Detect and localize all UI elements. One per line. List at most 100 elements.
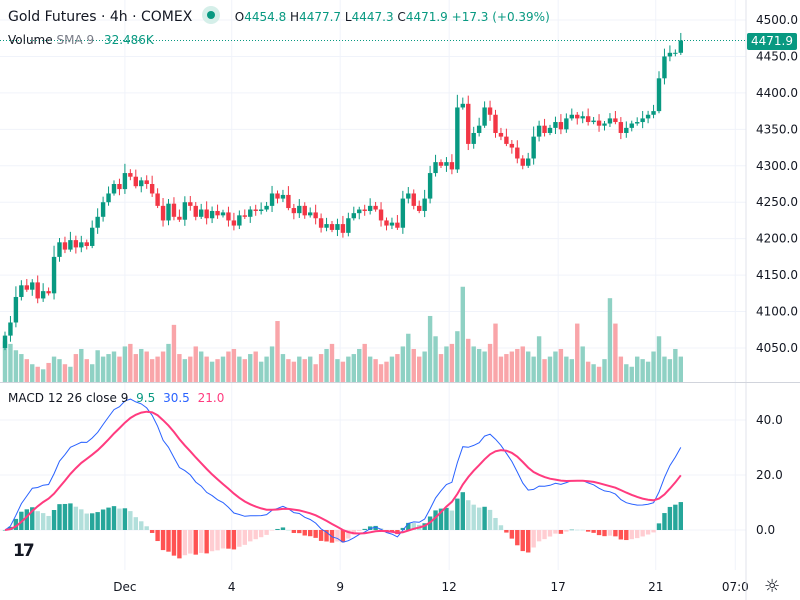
macd-histogram-bar	[13, 518, 19, 530]
macd-tick-label: 40.0	[756, 413, 783, 427]
candle-body	[133, 176, 138, 187]
volume-bar	[19, 354, 24, 382]
volume-bar	[460, 286, 465, 382]
macd-histogram-bar	[406, 522, 411, 530]
macd-histogram-bar	[280, 527, 286, 530]
macd-histogram-bar	[536, 530, 542, 542]
macd-histogram-bar	[144, 526, 149, 530]
volume-bar	[640, 359, 645, 382]
candle-body	[308, 212, 313, 216]
macd-histogram-bar	[411, 523, 416, 530]
candle-body	[504, 136, 509, 144]
volume-bar	[13, 350, 19, 382]
change-value: +17.3 (+0.39%)	[451, 10, 550, 24]
volume-bar	[624, 364, 629, 382]
volume-bar	[237, 356, 242, 382]
settings-gear-icon[interactable]: ☼	[764, 576, 781, 597]
candle-body	[635, 122, 640, 124]
price-tick-label: 4200.0	[756, 232, 798, 246]
candle-body	[542, 125, 547, 133]
macd-histogram-bar	[231, 530, 237, 550]
ohlc-values: O4454.8 H4477.7 L4447.3 C4471.9 +17.3 (+…	[235, 10, 550, 24]
candle-body	[449, 162, 455, 170]
macd-histogram-bar	[269, 530, 275, 531]
volume-value: 32.486K	[103, 33, 154, 47]
volume-bar	[302, 359, 307, 382]
volume-bar	[248, 354, 253, 382]
volume-bar	[504, 354, 509, 382]
tradingview-logo[interactable]: 17	[13, 541, 35, 561]
price-tick-label: 4450.0	[756, 49, 798, 63]
candle-body	[275, 193, 280, 199]
candle-body	[651, 111, 656, 115]
volume-bar	[591, 364, 596, 382]
time-tick-label: 17	[551, 580, 566, 594]
last-price-label: 4471.9	[747, 33, 797, 50]
candle-body	[226, 212, 231, 221]
macd-histogram-bar	[596, 530, 602, 536]
volume-bar	[585, 361, 591, 382]
candle-body	[139, 180, 144, 187]
volume-bar	[417, 356, 422, 382]
volume-bar	[651, 351, 656, 382]
price-tick-label: 4250.0	[756, 195, 798, 209]
volume-bar	[400, 346, 406, 382]
volume-bar	[384, 361, 389, 382]
volume-bar	[308, 356, 313, 382]
volume-legend[interactable]: Volume SMA 9 32.486K	[8, 33, 154, 47]
symbol-legend: Gold Futures · 4h · COMEX O4454.8 H4477.…	[8, 6, 550, 26]
macd-histogram-bar	[237, 530, 242, 547]
volume-bar	[455, 331, 460, 382]
candle-body	[62, 242, 68, 250]
close-value: 4471.9	[405, 10, 448, 24]
volume-bar	[324, 348, 329, 382]
macd-histogram-bar	[166, 530, 171, 552]
macd-histogram-bar	[624, 530, 629, 541]
macd-histogram-bar	[226, 530, 231, 549]
macd-histogram-bar	[62, 503, 68, 530]
candle-body	[8, 322, 13, 336]
volume-bar	[351, 354, 356, 382]
macd-histogram-bar	[90, 513, 95, 530]
high-label: H	[290, 10, 300, 24]
candle-body	[411, 193, 416, 206]
macd-legend[interactable]: MACD 12 26 close 9 9.5 30.5 21.0	[8, 391, 224, 405]
volume-bar	[547, 356, 553, 382]
macd-histogram-bar	[24, 509, 29, 530]
macd-label: MACD	[8, 391, 44, 405]
volume-bar	[498, 356, 504, 382]
candle-body	[406, 193, 411, 199]
candle-body	[237, 215, 242, 226]
macd-histogram-bar	[193, 530, 198, 555]
candle-body	[144, 180, 149, 184]
candle-body	[90, 227, 95, 246]
volume-bar	[411, 348, 416, 382]
macd-histogram-bar	[30, 507, 35, 530]
macd-histogram-bar	[258, 530, 264, 538]
candle-body	[51, 256, 57, 294]
candle-body	[220, 212, 226, 216]
candle-body	[384, 220, 389, 226]
close-label: C	[397, 10, 406, 24]
candle-body	[193, 205, 198, 217]
macd-histogram-bar	[308, 530, 313, 537]
macd-histogram-bar	[242, 530, 247, 545]
macd-histogram-bar	[547, 530, 553, 537]
symbol-title[interactable]: Gold Futures · 4h · COMEX	[8, 9, 193, 25]
macd-histogram-bar	[575, 529, 580, 531]
candle-body	[84, 242, 89, 246]
volume-bar	[487, 343, 493, 382]
candle-body	[19, 285, 24, 297]
volume-bar	[362, 343, 367, 382]
candle-body	[656, 78, 662, 112]
volume-bar	[476, 348, 482, 382]
candle-body	[313, 212, 318, 219]
macd-histogram-bar	[160, 530, 166, 551]
candle-body	[531, 136, 536, 159]
volume-bar	[100, 356, 106, 382]
candle-body	[340, 224, 346, 233]
volume-bar	[618, 356, 624, 382]
macd-histogram-bar	[471, 504, 476, 530]
volume-bar	[340, 361, 346, 382]
